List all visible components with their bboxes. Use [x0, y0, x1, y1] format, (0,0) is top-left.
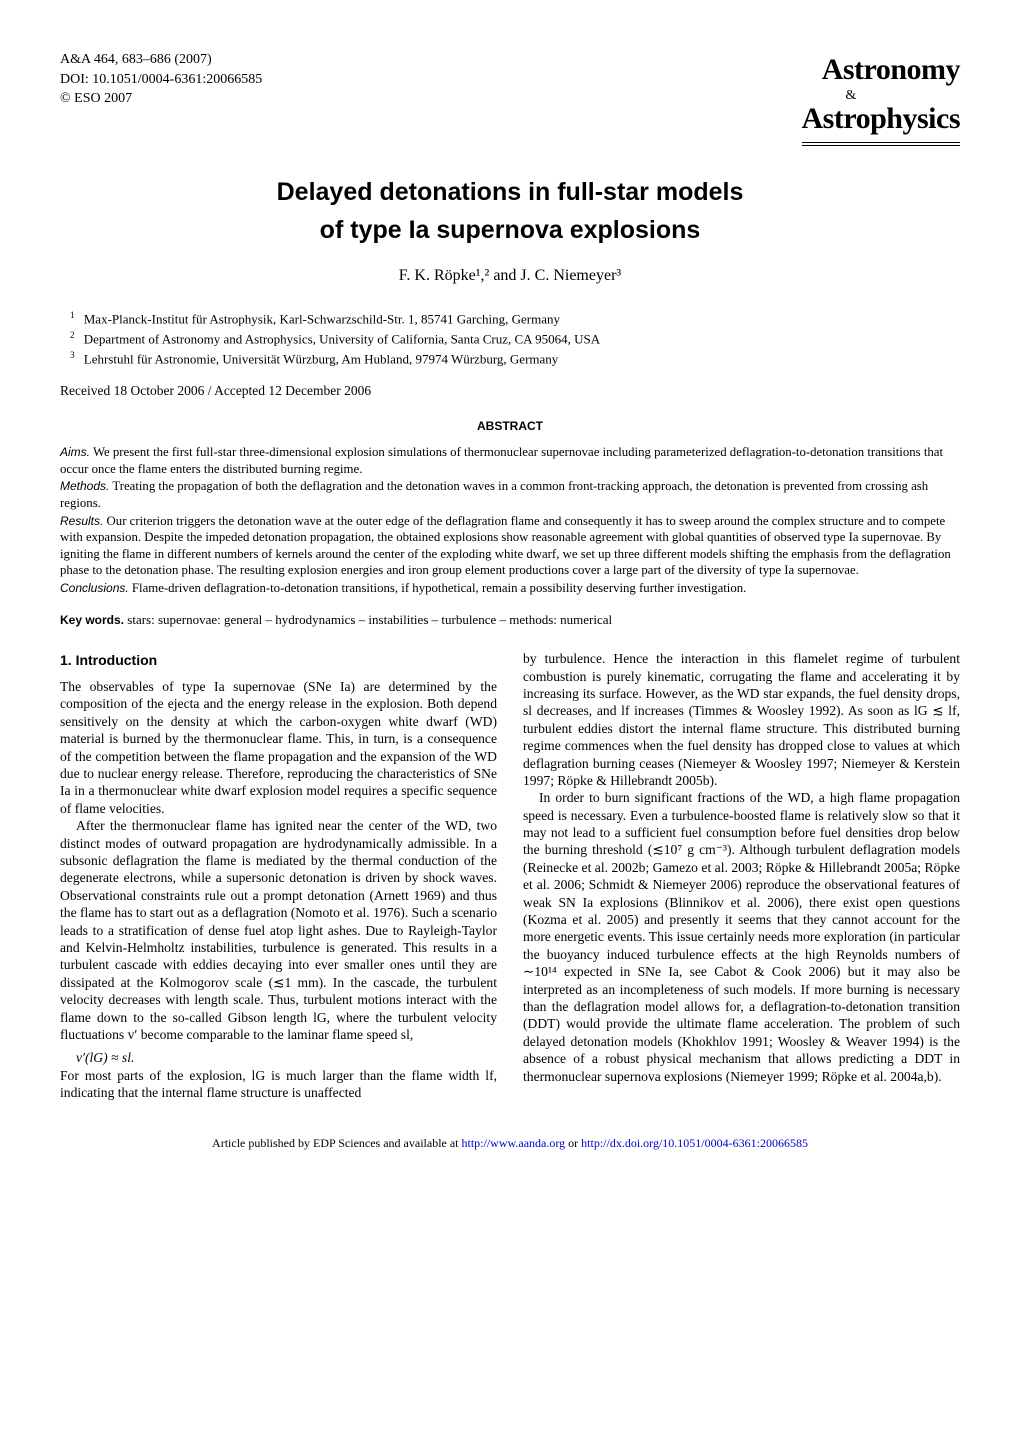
- left-column: 1. Introduction The observables of type …: [60, 650, 497, 1101]
- affil-num-3: 3: [70, 350, 75, 360]
- abstract-conclusions: Conclusions. Flame-driven deflagration-t…: [60, 580, 960, 597]
- journal-reference: A&A 464, 683–686 (2007): [60, 50, 262, 70]
- affil-num-2: 2: [70, 330, 75, 340]
- abstract-aims: Aims. We present the first full-star thr…: [60, 444, 960, 477]
- article-title-line1: Delayed detonations in full-star models: [60, 176, 960, 210]
- intro-paragraph-5: In order to burn significant fractions o…: [523, 789, 960, 1085]
- intro-paragraph-3: For most parts of the explosion, lG is m…: [60, 1067, 497, 1102]
- doi: DOI: 10.1051/0004-6361:20066585: [60, 70, 262, 90]
- page-header: A&A 464, 683–686 (2007) DOI: 10.1051/000…: [60, 50, 960, 146]
- intro-paragraph-4: by turbulence. Hence the interaction in …: [523, 650, 960, 789]
- authors: F. K. Röpke¹,² and J. C. Niemeyer³: [60, 265, 960, 287]
- affil-text-2: Department of Astronomy and Astrophysics…: [84, 331, 600, 346]
- article-title-line2: of type Ia supernova explosions: [60, 214, 960, 248]
- affiliation-1: 1 Max-Planck-Institut für Astrophysik, K…: [70, 309, 960, 328]
- equation-gibson: v′(lG) ≈ sl.: [76, 1049, 497, 1066]
- keywords-label: Key words.: [60, 613, 124, 627]
- right-column: by turbulence. Hence the interaction in …: [523, 650, 960, 1101]
- affil-text-1: Max-Planck-Institut für Astrophysik, Kar…: [84, 311, 560, 326]
- footer-link-2[interactable]: http://dx.doi.org/10.1051/0004-6361:2006…: [581, 1136, 808, 1150]
- intro-paragraph-1: The observables of type Ia supernovae (S…: [60, 678, 497, 817]
- results-text: Our criterion triggers the detonation wa…: [60, 514, 951, 578]
- logo-rule: [802, 142, 960, 146]
- abstract-results: Results. Our criterion triggers the deto…: [60, 513, 960, 580]
- abstract-heading: ABSTRACT: [60, 418, 960, 434]
- conclusions-label: Conclusions.: [60, 581, 129, 595]
- page-footer: Article published by EDP Sciences and av…: [60, 1135, 960, 1151]
- footer-link-1[interactable]: http://www.aanda.org: [462, 1136, 566, 1150]
- conclusions-text: Flame-driven deflagration-to-detonation …: [129, 581, 747, 595]
- aims-label: Aims.: [60, 445, 90, 459]
- methods-label: Methods.: [60, 479, 109, 493]
- affiliations: 1 Max-Planck-Institut für Astrophysik, K…: [70, 309, 960, 368]
- results-label: Results.: [60, 514, 103, 528]
- copyright: © ESO 2007: [60, 89, 262, 109]
- affiliation-3: 3 Lehrstuhl für Astronomie, Universität …: [70, 349, 960, 368]
- journal-meta: A&A 464, 683–686 (2007) DOI: 10.1051/000…: [60, 50, 262, 109]
- body-columns: 1. Introduction The observables of type …: [60, 650, 960, 1101]
- received-accepted-dates: Received 18 October 2006 / Accepted 12 D…: [60, 382, 960, 400]
- journal-logo: Astronomy & Astrophysics: [802, 50, 960, 146]
- footer-prefix: Article published by EDP Sciences and av…: [212, 1136, 461, 1150]
- affil-text-3: Lehrstuhl für Astronomie, Universität Wü…: [84, 351, 559, 366]
- abstract-body: Aims. We present the first full-star thr…: [60, 444, 960, 597]
- aims-text: We present the first full-star three-dim…: [60, 445, 943, 476]
- section-1-heading: 1. Introduction: [60, 652, 497, 670]
- abstract-methods: Methods. Treating the propagation of bot…: [60, 478, 960, 511]
- methods-text: Treating the propagation of both the def…: [60, 479, 928, 510]
- logo-astrophysics: Astrophysics: [802, 99, 960, 140]
- affiliation-2: 2 Department of Astronomy and Astrophysi…: [70, 329, 960, 348]
- intro-paragraph-2: After the thermonuclear flame has ignite…: [60, 817, 497, 1043]
- keywords: Key words. stars: supernovae: general – …: [60, 611, 960, 629]
- keywords-text: stars: supernovae: general – hydrodynami…: [124, 612, 612, 627]
- footer-or: or: [568, 1136, 581, 1150]
- affil-num-1: 1: [70, 310, 75, 320]
- logo-astronomy: Astronomy: [802, 50, 960, 91]
